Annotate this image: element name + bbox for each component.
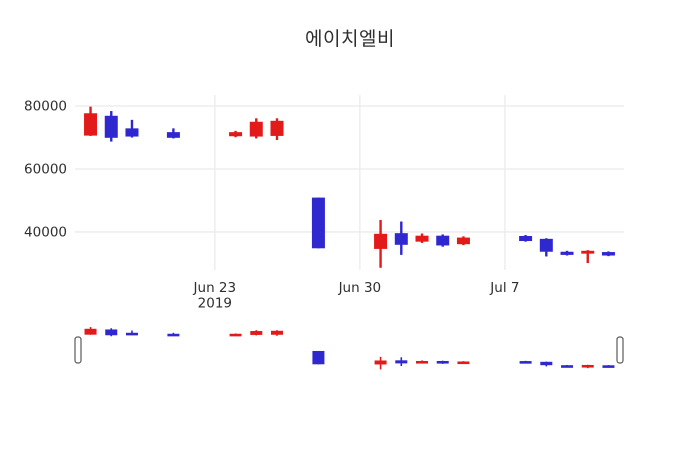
candle-body (229, 132, 243, 137)
candle-body (395, 360, 408, 364)
candle-body (581, 250, 595, 254)
rangeslider-candle-2019-07-09 (540, 361, 553, 367)
candle-body (457, 361, 470, 365)
x-tick-sublabel: 2019 (198, 296, 232, 312)
candle-body (270, 120, 284, 136)
rangeslider-candle-2019-06-21 (167, 332, 180, 337)
candle-2019-07-02[interactable] (394, 221, 408, 255)
candle-body (104, 115, 118, 138)
candle-body (519, 361, 532, 364)
rangeslider-candle-2019-07-11 (581, 364, 594, 369)
candle-body (167, 333, 180, 337)
candle-2019-06-25[interactable] (249, 118, 263, 139)
candle-body (394, 233, 408, 245)
chart-title: 에이치엘비 (305, 28, 395, 50)
candle-body (456, 237, 470, 245)
candle-2019-07-12[interactable] (601, 251, 615, 257)
candle-2019-06-24[interactable] (229, 130, 243, 138)
candle-body (539, 238, 553, 252)
candle-2019-07-11[interactable] (581, 250, 595, 264)
rangeslider-candle-2019-06-19 (125, 330, 138, 336)
candle-body (602, 365, 615, 368)
y-tick-label-80000: 80000 (24, 99, 67, 115)
rangeslider-candle-2019-07-02 (395, 357, 408, 367)
rangeslider-candle-2019-06-17 (84, 327, 97, 335)
candle-body (250, 331, 263, 335)
candle-2019-07-01[interactable] (374, 219, 388, 268)
candle-2019-06-17[interactable] (84, 106, 98, 136)
candle-body (415, 235, 429, 242)
candle-body (312, 350, 325, 365)
rangeslider-candle-2019-06-24 (229, 333, 242, 337)
candle-2019-06-28[interactable] (311, 197, 325, 249)
candle-body (374, 233, 388, 249)
candle-body (125, 332, 138, 336)
candle-body (270, 330, 283, 335)
rangeslider-candle-2019-06-26 (270, 330, 283, 336)
candle-body (540, 361, 553, 366)
candle-2019-07-05[interactable] (456, 236, 470, 246)
rangeslider-track[interactable] (75, 320, 624, 374)
candle-2019-06-26[interactable] (270, 118, 284, 141)
rangeslider-candle-2019-07-03 (416, 360, 429, 364)
rangeslider-candle-2019-06-28 (312, 350, 325, 365)
candle-body (84, 113, 98, 136)
candle-body (416, 360, 429, 364)
candle-body (560, 251, 574, 255)
x-tick-label: Jun 30 (338, 280, 382, 296)
candle-2019-07-03[interactable] (415, 233, 429, 243)
candle-body (166, 132, 180, 138)
rangeslider-handle-right[interactable] (616, 336, 624, 364)
rangeslider-candle-2019-07-04 (436, 360, 449, 364)
rangeslider-candle-2019-06-25 (250, 330, 263, 336)
candle-2019-06-19[interactable] (125, 119, 139, 138)
rangeslider-candle-2019-07-08 (519, 360, 532, 364)
candle-body (581, 364, 594, 368)
x-tick-label: Jun 23 (193, 280, 237, 296)
x-tick-label: Jul 7 (489, 280, 519, 296)
candle-body (519, 236, 533, 242)
candle-body (229, 333, 242, 337)
candle-2019-06-21[interactable] (166, 128, 180, 139)
candle-body (374, 360, 387, 365)
candle-2019-07-08[interactable] (519, 235, 533, 242)
candle-body (436, 360, 449, 364)
candle-body (105, 329, 118, 336)
candle-body (561, 365, 574, 368)
candle-body (311, 197, 325, 249)
rangeslider-candle-2019-07-05 (457, 361, 470, 365)
rangeslider-candle-2019-07-12 (602, 365, 615, 368)
candle-2019-07-04[interactable] (436, 234, 450, 247)
candle-2019-07-10[interactable] (560, 250, 574, 256)
rangeslider-handle-left[interactable] (74, 336, 82, 364)
rangeslider-candle-2019-06-18 (105, 328, 118, 337)
candle-2019-06-18[interactable] (104, 111, 118, 142)
candle-body (125, 128, 139, 137)
candle-2019-07-09[interactable] (539, 238, 553, 257)
y-tick-label-40000: 40000 (24, 225, 67, 241)
candle-body (84, 328, 97, 335)
candle-body (436, 235, 450, 246)
y-tick-label-60000: 60000 (24, 162, 67, 178)
candle-body (249, 121, 263, 137)
candle-body (601, 252, 615, 256)
rangeslider-candle-2019-07-10 (561, 364, 574, 368)
rangeslider-candle-2019-07-01 (374, 356, 387, 370)
